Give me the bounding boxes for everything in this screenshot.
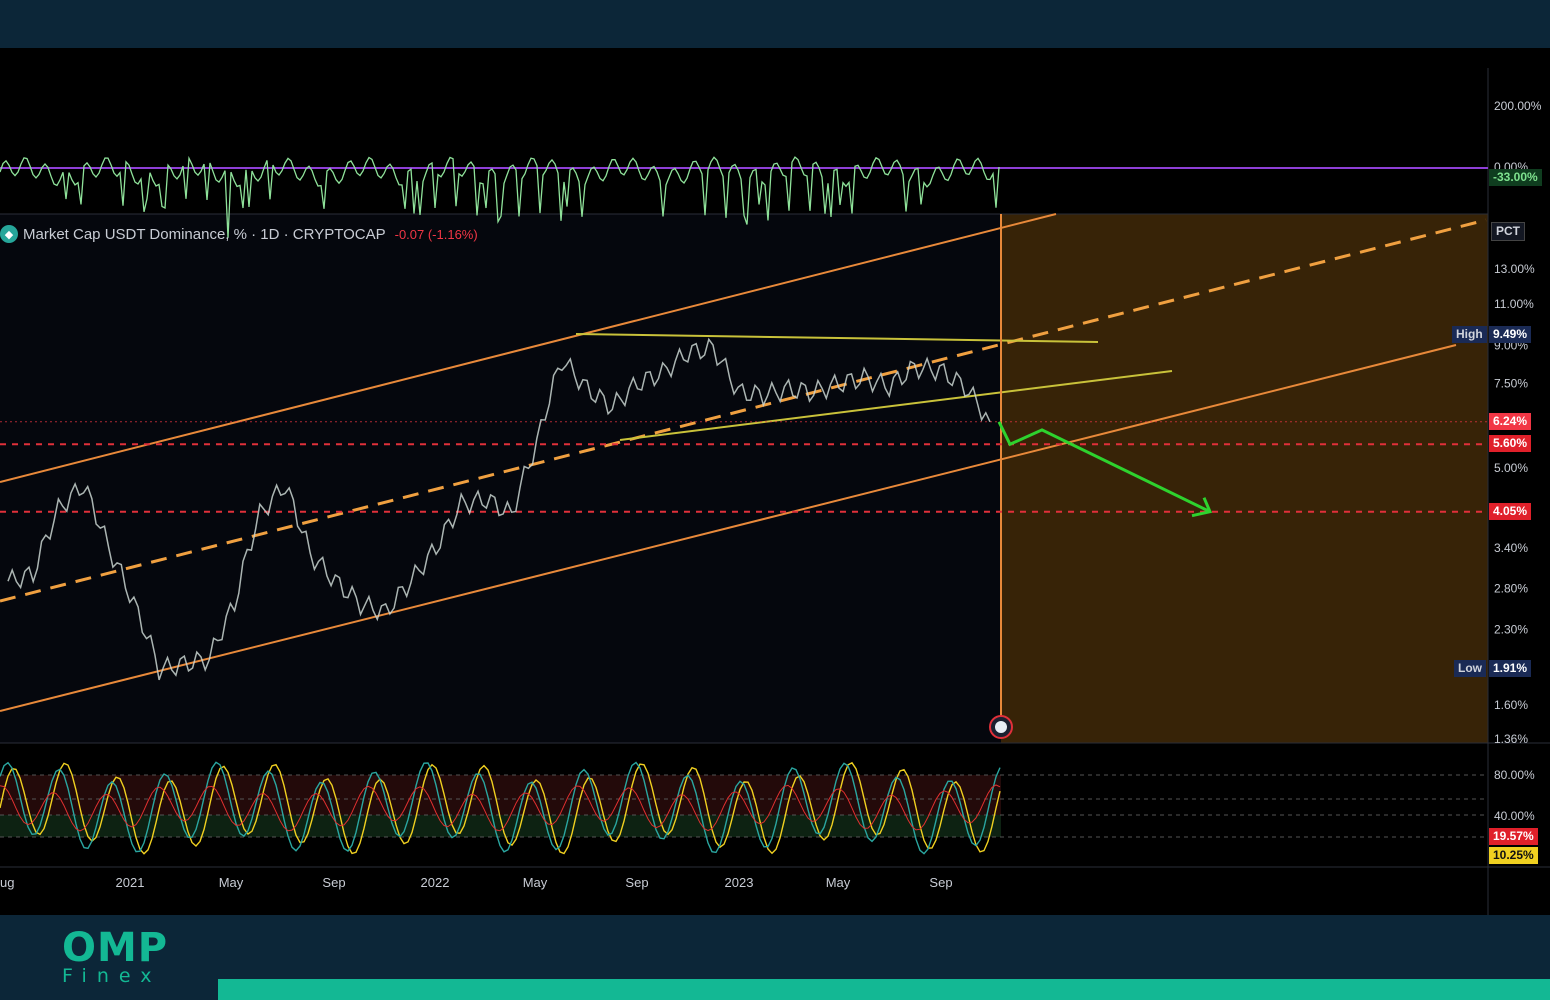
chart-legend[interactable]: ◆ Market Cap USDT Dominance, % · 1D · CR… (0, 224, 478, 244)
time-label-6: Sep (625, 875, 648, 890)
stoch-badge-1: 10.25% (1489, 847, 1538, 864)
time-label-5: May (523, 875, 548, 890)
channel-upper-line (0, 213, 1057, 483)
us-flag-icon-face (995, 721, 1007, 733)
tether-icon: ◆ (0, 225, 18, 243)
time-label-0: ug (0, 875, 14, 890)
logo-sub: Finex (62, 965, 162, 987)
time-label-8: May (826, 875, 851, 890)
wedge-lower-line (619, 370, 1173, 441)
low-value-badge: 1.91% (1489, 660, 1532, 677)
high-value-badge: 9.49% (1489, 326, 1532, 343)
time-label-1: 2021 (116, 875, 145, 890)
time-label-2: May (219, 875, 244, 890)
stoch-signal-line (0, 784, 1001, 832)
top-oscillator-line (0, 155, 1000, 238)
top-tick-0: 200.00% (1494, 99, 1542, 113)
main-tick-1: 11.00% (1494, 297, 1534, 311)
bottom-tick-1: 40.00% (1494, 809, 1535, 823)
time-label-4: 2022 (421, 875, 450, 890)
main-tick-0: 13.00% (1494, 262, 1535, 276)
top-band (0, 0, 1550, 48)
footer-accent-bar (218, 979, 1550, 1000)
chart-area: 200.00% 0.00% 13.00% 11.00% 9.00% 7.50% 5.00% 3… (0, 48, 1550, 915)
logo-main: OMP (62, 925, 169, 971)
price-series-line (7, 337, 991, 681)
stoch-badge-0: 19.57% (1489, 828, 1538, 845)
stoch-k-line (0, 761, 1001, 855)
low-label: Low (1454, 660, 1486, 677)
main-tick-5: 3.40% (1494, 541, 1528, 555)
scale-mode-button: PCT (1491, 222, 1525, 241)
projection-arrow-head (1191, 497, 1213, 518)
chart-svg[interactable]: 200.00%0.00%13.00%11.00%9.00%7.50%5.00%3… (0, 48, 1550, 915)
omp-finex-logo: OMP Finex (62, 928, 172, 986)
bottom-tick-0: 80.00% (1494, 768, 1535, 782)
main-tick-8: 1.60% (1494, 698, 1528, 712)
projection-arrow-line (997, 421, 1211, 514)
oversold-zone (0, 815, 1001, 837)
channel-mid-dashed-line (0, 218, 1487, 603)
overbought-zone (0, 775, 1001, 815)
current-price-badge: 6.24% (1489, 412, 1532, 430)
main-tick-6: 2.80% (1494, 582, 1528, 596)
future-projection-zone (1001, 214, 1488, 743)
legend-title: Market Cap USDT Dominance, % · 1D · CRYP… (23, 225, 386, 243)
level-badge-1: 4.05% (1489, 502, 1532, 520)
channel-lower-line (0, 344, 1457, 712)
top-value-badge: -33.00% (1489, 169, 1542, 186)
time-label-3: Sep (322, 875, 345, 890)
time-label-7: 2023 (725, 875, 754, 890)
high-label: High (1452, 326, 1487, 343)
time-label-9: Sep (929, 875, 952, 890)
main-tick-4: 5.00% (1494, 461, 1528, 475)
main-tick-3: 7.50% (1494, 376, 1528, 390)
wedge-upper-line (575, 333, 1099, 343)
legend-change: -0.07 (-1.16%) (394, 226, 478, 242)
main-tick-7: 2.30% (1494, 622, 1528, 636)
level-badge-0: 5.60% (1489, 435, 1532, 453)
main-tick-9: 1.36% (1494, 732, 1528, 746)
